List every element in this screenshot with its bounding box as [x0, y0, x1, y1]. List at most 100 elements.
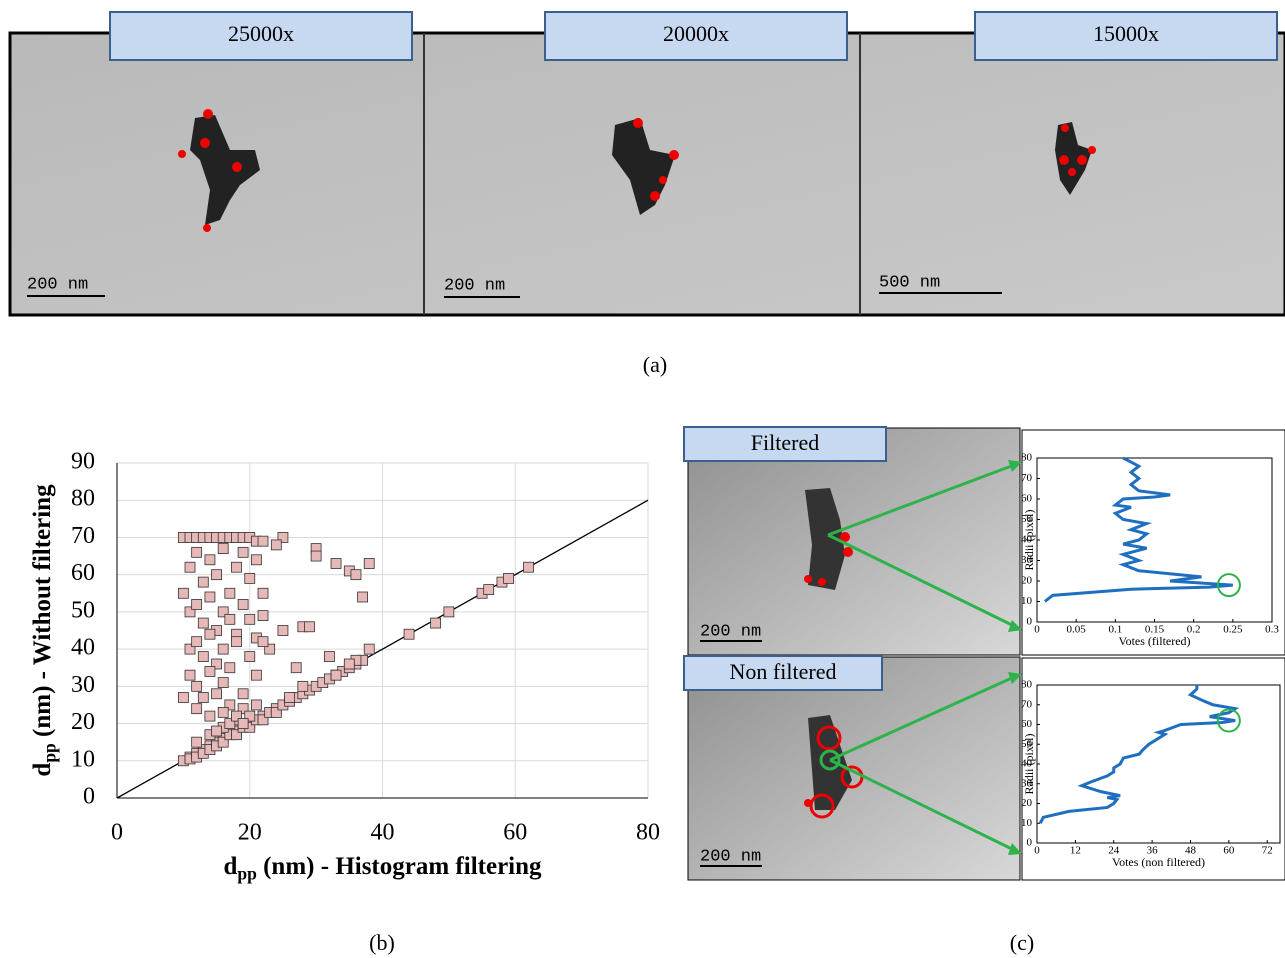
- magnification-label: 20000x: [663, 21, 729, 46]
- y-tick-label: 70: [1021, 472, 1033, 484]
- figure: 25000x 20000x 15000x 200 nm 200 nm 500 n…: [0, 0, 1285, 958]
- point: [178, 693, 188, 703]
- point: [205, 666, 215, 676]
- scale-bar-label: 200 nm: [444, 276, 505, 295]
- plot-frame: [1037, 458, 1272, 622]
- y-tick-label: 10: [1021, 817, 1033, 829]
- point: [245, 652, 255, 662]
- y-tick-label: 80: [1021, 679, 1033, 691]
- axis-label: Radii (pixel): [1022, 510, 1036, 571]
- point: [205, 592, 215, 602]
- axis-label: Votes (filtered): [1118, 634, 1190, 648]
- caption: (c): [1010, 930, 1034, 955]
- point: [238, 689, 248, 699]
- axis-label: Radii (pixel): [1022, 734, 1036, 795]
- point: [524, 562, 534, 572]
- point: [205, 711, 215, 721]
- scale-bar-label: 200 nm: [27, 275, 88, 294]
- image-label: Filtered: [751, 430, 819, 455]
- point: [344, 659, 354, 669]
- point: [218, 644, 228, 654]
- axis-label: dpp (nm) - Histogram filtering: [223, 853, 542, 884]
- point: [364, 644, 374, 654]
- point: [198, 618, 208, 628]
- scale-bar-label: 200 nm: [700, 847, 761, 866]
- point: [178, 588, 188, 598]
- line: [1040, 685, 1235, 823]
- x-tick-label: 0.3: [1265, 624, 1279, 636]
- point: [212, 726, 222, 736]
- point: [285, 693, 295, 703]
- y-tick-label: 20: [1021, 797, 1033, 809]
- point: [198, 652, 208, 662]
- point: [238, 547, 248, 557]
- point: [205, 555, 215, 565]
- y-tick-label: 20: [71, 709, 95, 735]
- y-tick-label: 70: [1021, 698, 1033, 710]
- y-tick-label: 0: [83, 784, 95, 810]
- point: [258, 637, 268, 647]
- y-tick-label: 0: [1027, 616, 1033, 628]
- point: [331, 559, 341, 569]
- y-tick-label: 60: [1021, 493, 1033, 505]
- point: [504, 573, 514, 583]
- y-tick-label: 80: [71, 486, 95, 512]
- point: [251, 555, 261, 565]
- x-tick-label: 0.05: [1067, 624, 1087, 636]
- x-tick-label: 0: [1034, 845, 1040, 857]
- point: [192, 737, 202, 747]
- point: [205, 629, 215, 639]
- y-tick-label: 60: [71, 560, 95, 586]
- x-tick-label: 60: [1223, 845, 1235, 857]
- caption: (b): [369, 930, 395, 955]
- line: [1045, 458, 1233, 602]
- point: [404, 629, 414, 639]
- axis-label: dpp (nm) - Without filtering: [29, 484, 60, 777]
- point: [251, 670, 261, 680]
- x-tick-label: 80: [636, 820, 660, 846]
- x-tick-label: 40: [371, 820, 395, 846]
- y-tick-label: 40: [71, 635, 95, 661]
- chart-frame: [1022, 430, 1285, 655]
- axis-label-part: d: [29, 763, 56, 777]
- axis-label-part: pp: [237, 864, 257, 884]
- point: [192, 681, 202, 691]
- point: [444, 607, 454, 617]
- point: [231, 562, 241, 572]
- scale-bar-label: 500 nm: [879, 273, 940, 292]
- point: [484, 585, 494, 595]
- point: [231, 637, 241, 647]
- point: [271, 540, 281, 550]
- caption: (a): [643, 352, 667, 377]
- point: [238, 599, 248, 609]
- axis-label-part: (nm) - Histogram filtering: [257, 853, 542, 880]
- point: [225, 663, 235, 673]
- point: [331, 670, 341, 680]
- panel-a: 25000x 20000x 15000x 200 nm 200 nm 500 n…: [10, 12, 1285, 377]
- point: [245, 573, 255, 583]
- point: [238, 719, 248, 729]
- point: [185, 670, 195, 680]
- point: [192, 704, 202, 714]
- y-tick-label: 80: [1021, 452, 1033, 464]
- point: [258, 611, 268, 621]
- x-tick-label: 0: [1034, 624, 1040, 636]
- axis-label-part: (nm) - Without filtering: [29, 484, 56, 743]
- x-tick-label: 12: [1070, 845, 1081, 857]
- point: [258, 536, 268, 546]
- point: [192, 637, 202, 647]
- y-tick-label: 50: [71, 597, 95, 623]
- point: [225, 614, 235, 624]
- point: [225, 588, 235, 598]
- point: [198, 577, 208, 587]
- axis-label: Votes (non filtered): [1112, 855, 1205, 869]
- point: [278, 626, 288, 636]
- point: [198, 693, 208, 703]
- x-tick-label: 20: [238, 820, 262, 846]
- point: [192, 547, 202, 557]
- x-tick-label: 72: [1262, 845, 1273, 857]
- y-tick-label: 10: [1021, 595, 1033, 607]
- point: [251, 700, 261, 710]
- magnification-label: 15000x: [1093, 21, 1159, 46]
- point: [431, 618, 441, 628]
